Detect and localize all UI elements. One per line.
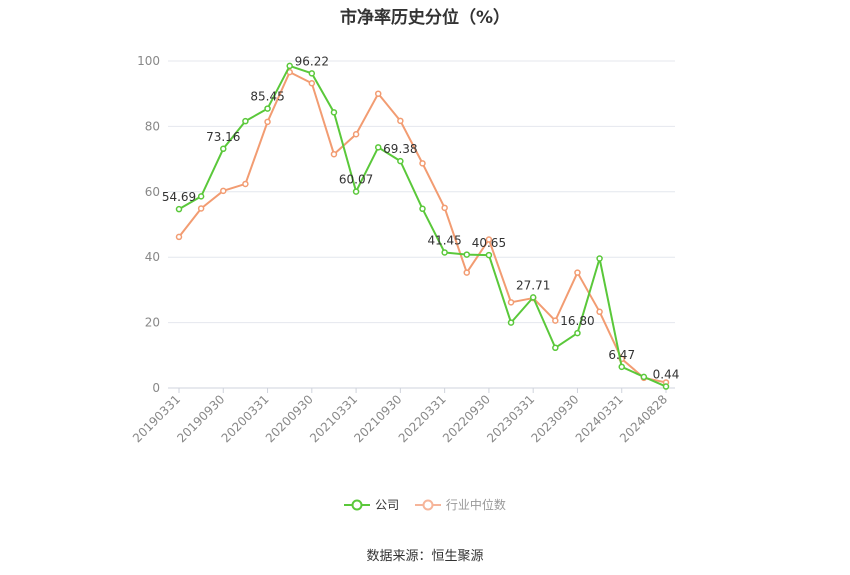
data-point-industry-median [308,79,316,87]
data-point-industry-median [574,269,581,276]
y-tick-label: 0 [152,381,160,395]
data-point-industry-median [242,180,249,188]
data-label: 0.44 [653,368,680,382]
y-tick-label: 80 [145,119,160,133]
data-point-company [596,255,603,262]
data-point-company [552,344,559,352]
data-point-company [264,105,271,112]
legend-label-company: 公司 [375,498,400,512]
data-point-industry-median [441,204,448,212]
data-point-industry-median [596,308,603,316]
y-tick-label: 60 [145,185,160,199]
data-point-company [397,157,404,165]
data-point-industry-median [175,233,183,241]
data-point-industry-median [463,269,471,276]
data-point-company [463,251,471,258]
data-point-company [352,188,360,195]
data-point-company [441,249,448,256]
legend-item-industry-median[interactable]: 行业中位数 [414,496,506,513]
data-point-company [507,319,515,326]
line-chart: 0204060801002019033120190930202003312020… [130,54,680,445]
data-point-company [330,109,338,116]
data-label: 73.16 [206,130,240,144]
data-point-industry-median [330,150,338,158]
data-label: 69.38 [383,142,417,156]
y-tick-label: 40 [145,250,160,264]
y-tick-label: 20 [145,316,160,330]
data-point-company [374,144,382,151]
data-point-industry-median [507,299,515,306]
data-point-company [529,294,537,301]
data-point-company [640,373,648,381]
legend: 公司 行业中位数 [0,496,850,514]
data-point-industry-median [197,205,205,212]
data-label: 85.45 [250,90,284,104]
data-point-company [485,251,493,259]
data-point-industry-median [352,130,360,138]
data-point-industry-median [397,117,404,125]
y-tick-label: 100 [137,54,160,68]
legend-line-icon-industry-median [414,499,441,510]
chart-title: 市净率历史分位（%） [339,8,511,28]
data-label: 16.80 [560,314,594,328]
data-point-industry-median [374,90,382,97]
data-point-company [197,193,205,200]
legend-label-industry-median: 行业中位数 [445,498,506,512]
series-line-company [178,64,667,388]
data-source-note: 数据来源：恒生聚源 [366,549,484,564]
data-point-company [175,205,183,213]
series-line-industry-median [178,71,667,384]
data-label: 41.45 [427,233,461,247]
data-label: 27.71 [516,278,550,292]
data-point-industry-median [264,118,271,126]
data-label: 40.65 [472,236,506,250]
data-point-company [618,363,625,371]
data-label: 54.69 [162,190,196,204]
data-point-company [308,70,316,77]
data-point-company [662,383,670,390]
data-label: 6.47 [608,348,635,362]
data-point-company [419,205,426,213]
data-label: 60.07 [339,173,373,187]
data-point-industry-median [552,317,559,324]
legend-line-icon-company [344,499,371,510]
data-point-industry-median [485,236,493,243]
data-point-company [286,62,293,70]
data-point-industry-median [220,187,227,195]
data-point-company [220,145,227,153]
legend-item-company[interactable]: 公司 [344,496,399,513]
data-point-company [574,329,581,337]
data-label: 96.22 [295,54,329,68]
data-point-company [242,117,249,125]
x-tick-label: 20240828 [617,392,670,445]
data-point-industry-median [419,160,426,167]
